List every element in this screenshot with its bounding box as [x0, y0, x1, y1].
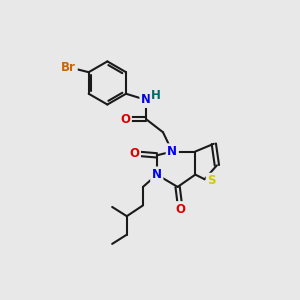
- Text: N: N: [141, 93, 151, 106]
- Text: O: O: [175, 203, 185, 216]
- Text: O: O: [175, 203, 185, 216]
- Text: N: N: [167, 145, 177, 158]
- Text: N: N: [141, 93, 151, 106]
- Text: Br: Br: [61, 61, 76, 74]
- Text: N: N: [152, 168, 162, 181]
- Text: H: H: [151, 89, 161, 102]
- Text: Br: Br: [61, 61, 76, 74]
- Text: O: O: [120, 113, 130, 126]
- Text: H: H: [151, 89, 161, 102]
- Text: O: O: [130, 147, 140, 160]
- Text: O: O: [120, 113, 130, 126]
- Text: S: S: [207, 174, 216, 187]
- Text: N: N: [152, 168, 162, 181]
- Text: N: N: [167, 145, 177, 158]
- Text: S: S: [207, 174, 216, 187]
- Text: O: O: [130, 147, 140, 160]
